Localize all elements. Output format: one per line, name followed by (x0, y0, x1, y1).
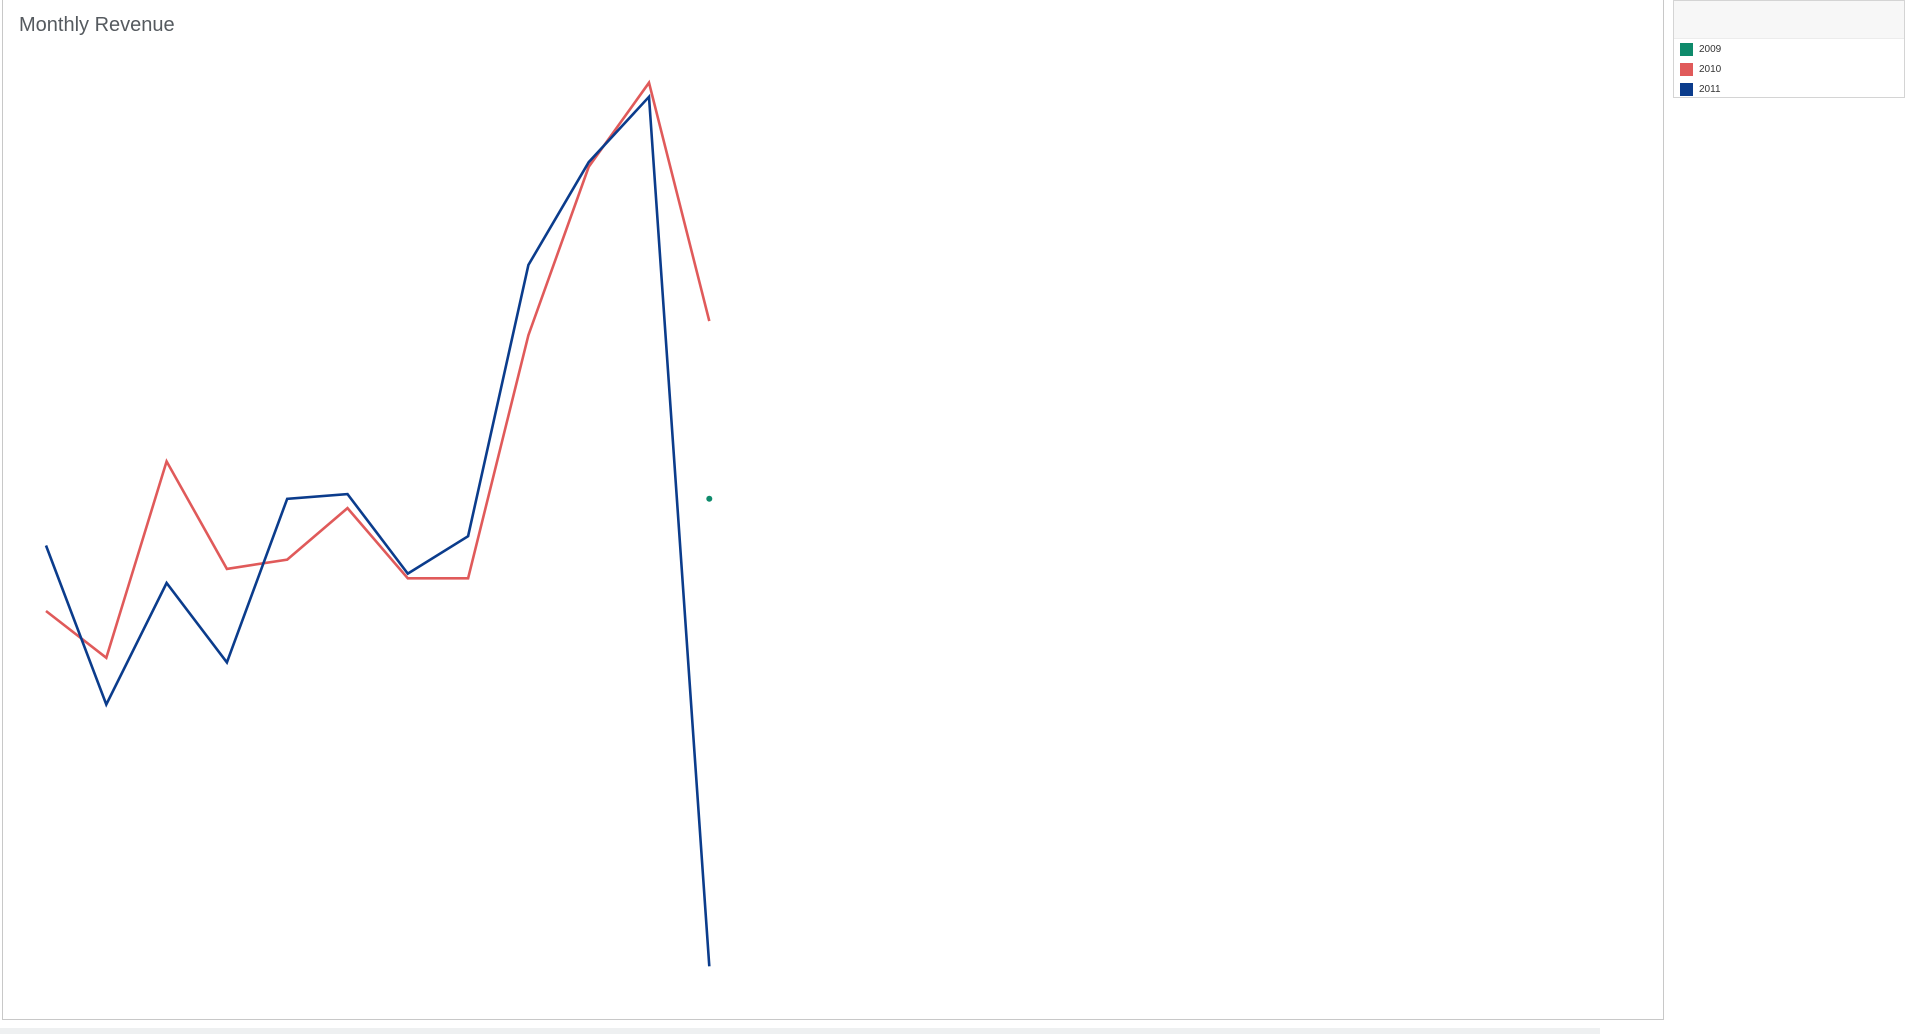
bottom-scroll-strip (0, 1028, 1600, 1034)
legend: 2009 2010 2011 (1673, 0, 1905, 98)
legend-swatch-2010 (1680, 62, 1693, 76)
legend-label: 2009 (1699, 43, 1722, 55)
chart-title: Monthly Revenue (19, 14, 175, 36)
legend-item-2010[interactable]: 2010 (1674, 59, 1904, 79)
series-line-2011[interactable] (44, 93, 711, 967)
series-line-2010[interactable] (45, 79, 711, 660)
viz-pane: Monthly Revenue (2, 0, 1664, 1020)
legend-swatch-2009 (1680, 42, 1693, 56)
line-chart (44, 79, 713, 967)
legend-swatch-2011 (1680, 82, 1693, 96)
legend-label: 2010 (1699, 63, 1722, 75)
legend-label: 2011 (1699, 83, 1721, 95)
data-point-2009[interactable] (706, 495, 713, 502)
legend-header (1674, 1, 1904, 39)
legend-item-2011[interactable]: 2011 (1674, 79, 1904, 99)
legend-item-2009[interactable]: 2009 (1674, 39, 1904, 59)
